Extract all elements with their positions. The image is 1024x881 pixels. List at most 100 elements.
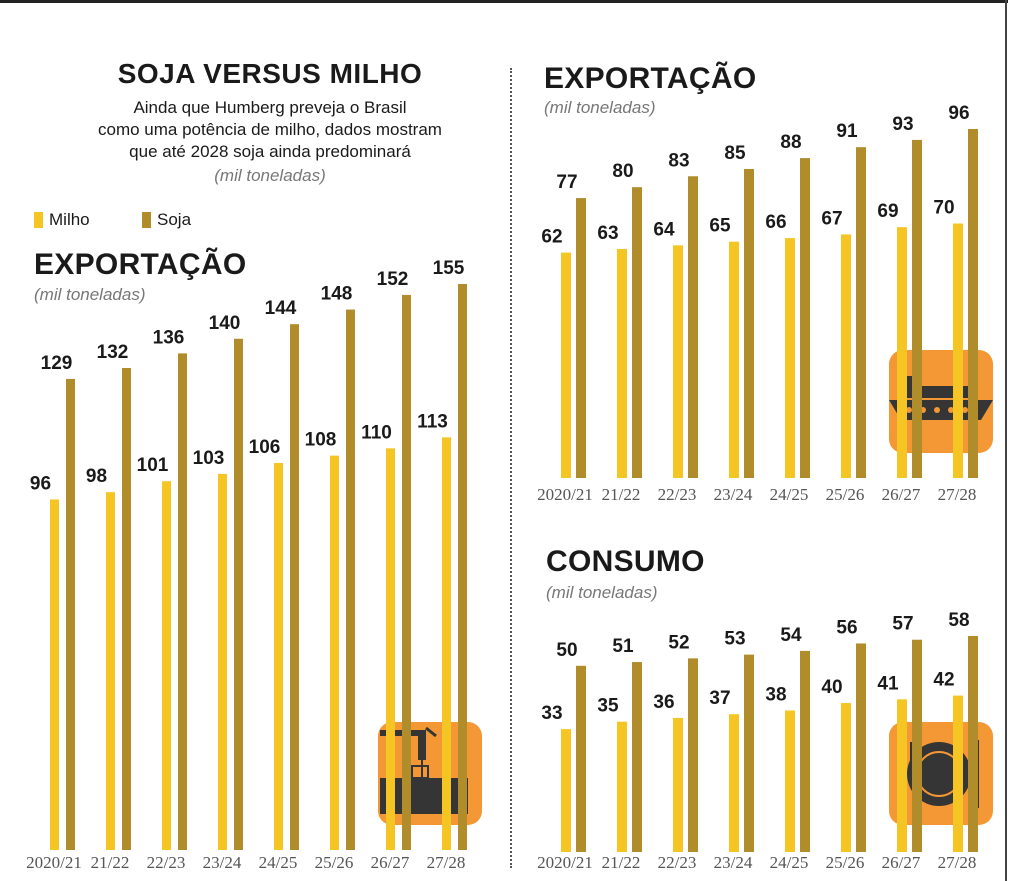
- left-label-soja-2: 136: [153, 327, 185, 348]
- rb-label-milho-5: 40: [821, 677, 842, 698]
- legend-soja: Soja: [142, 210, 191, 230]
- rt-bar-soja-4: [800, 158, 810, 479]
- rb-bar-milho-5: [841, 703, 851, 852]
- left-label-soja-4: 144: [265, 298, 297, 319]
- rb-bar-soja-0: [576, 665, 586, 852]
- left-label-milho-4: 106: [249, 437, 281, 458]
- left-chart-title: EXPORTAÇÃO: [34, 248, 247, 281]
- left-label-milho-1: 98: [86, 466, 107, 487]
- rt-tick-5: 25/26: [826, 485, 865, 504]
- rt-label-soja-4: 88: [780, 132, 801, 153]
- legend-milho: Milho: [34, 210, 90, 230]
- rt-bar-soja-3: [744, 168, 754, 479]
- rt-bar-soja-6: [912, 139, 922, 478]
- subtitle-line-3: que até 2028 soja ainda predominará: [129, 142, 411, 161]
- rb-bar-soja-7: [968, 636, 978, 852]
- rt-bar-milho-7: [953, 223, 963, 478]
- rt-bar-soja-2: [688, 176, 698, 478]
- left-tick-4: 24/25: [259, 853, 298, 872]
- rb-label-soja-5: 56: [836, 617, 857, 638]
- rb-bar-soja-3: [744, 654, 754, 852]
- subtitle-line-1: Ainda que Humberg preveja o Brasil: [133, 98, 407, 117]
- left-bar-milho-0: [50, 499, 59, 850]
- left-bar-soja-0: [66, 378, 75, 850]
- left-label-soja-0: 129: [41, 353, 73, 374]
- left-label-soja-6: 152: [377, 269, 409, 290]
- left-label-soja-3: 140: [209, 313, 241, 334]
- rb-label-milho-2: 36: [653, 692, 674, 713]
- rb-label-milho-6: 41: [877, 673, 899, 694]
- rb-bar-soja-1: [632, 662, 642, 852]
- rt-tick-3: 23/24: [714, 485, 753, 504]
- rt-label-milho-5: 67: [821, 208, 842, 229]
- rb-label-soja-0: 50: [556, 640, 577, 661]
- left-bar-milho-5: [330, 455, 339, 850]
- rt-bar-soja-7: [968, 129, 978, 478]
- left-bar-milho-1: [106, 492, 115, 850]
- right-bottom-chart-title: CONSUMO: [546, 545, 705, 578]
- rb-label-milho-0: 33: [541, 703, 562, 724]
- rb-bar-milho-4: [785, 710, 795, 852]
- left-tick-3: 23/24: [203, 853, 242, 872]
- left-label-milho-7: 113: [417, 411, 448, 432]
- left-bar-milho-6: [386, 448, 395, 850]
- rt-label-milho-2: 64: [653, 219, 675, 240]
- left-tick-2: 22/23: [147, 853, 186, 872]
- rb-bar-milho-1: [617, 721, 627, 852]
- rb-label-soja-4: 54: [780, 625, 802, 646]
- rb-bar-soja-6: [912, 639, 922, 852]
- rt-tick-2: 22/23: [658, 485, 697, 504]
- right-bottom-chart-unit: (mil toneladas): [546, 583, 658, 602]
- rb-bar-soja-4: [800, 650, 810, 852]
- rt-label-milho-7: 70: [933, 198, 954, 219]
- rt-label-soja-1: 80: [612, 161, 633, 182]
- top-border: [0, 0, 1008, 3]
- page-title: SOJA VERSUS MILHO: [117, 58, 423, 89]
- rb-label-soja-2: 52: [668, 632, 689, 653]
- rb-bar-milho-6: [897, 699, 907, 852]
- left-label-milho-6: 110: [361, 422, 392, 443]
- rb-tick-4: 24/25: [770, 853, 809, 872]
- right-border: [1005, 0, 1007, 881]
- rb-tick-5: 25/26: [826, 853, 865, 872]
- rt-label-soja-0: 77: [556, 172, 577, 193]
- left-label-milho-5: 108: [305, 430, 337, 451]
- rt-bar-soja-5: [856, 147, 866, 479]
- rt-tick-6: 26/27: [882, 485, 921, 504]
- rt-bar-soja-0: [576, 198, 586, 478]
- left-chart-unit: (mil toneladas): [34, 285, 146, 304]
- rb-label-milho-3: 37: [709, 688, 730, 709]
- rb-label-soja-7: 58: [948, 610, 969, 631]
- left-bar-milho-7: [442, 437, 451, 850]
- rb-label-soja-3: 53: [724, 629, 745, 650]
- left-bar-milho-2: [162, 481, 171, 850]
- legend-milho-label: Milho: [49, 210, 90, 229]
- rb-tick-0: 2020/21: [537, 853, 593, 872]
- rb-label-soja-1: 51: [612, 636, 634, 657]
- left-tick-6: 26/27: [371, 853, 410, 872]
- left-bar-soja-5: [346, 309, 355, 850]
- subtitle-unit: (mil toneladas): [214, 166, 326, 185]
- rt-bar-milho-6: [897, 227, 907, 478]
- left-bar-soja-3: [234, 338, 243, 850]
- rt-bar-soja-1: [632, 187, 642, 478]
- rt-bar-milho-2: [673, 245, 683, 478]
- rt-label-soja-3: 85: [724, 143, 746, 164]
- legend-soja-swatch: [142, 212, 151, 228]
- rt-bar-milho-5: [841, 234, 851, 478]
- left-label-milho-3: 103: [193, 448, 225, 469]
- left-label-soja-7: 155: [433, 258, 465, 279]
- rb-label-milho-4: 38: [765, 684, 786, 705]
- rt-label-milho-3: 65: [709, 216, 731, 237]
- left-tick-7: 27/28: [427, 853, 466, 872]
- left-bar-soja-6: [402, 294, 411, 850]
- rt-label-milho-0: 62: [541, 227, 562, 248]
- rt-label-soja-6: 93: [892, 114, 913, 135]
- rb-tick-2: 22/23: [658, 853, 697, 872]
- rt-label-milho-4: 66: [765, 212, 786, 233]
- rb-bar-milho-2: [673, 717, 683, 852]
- left-bar-soja-4: [290, 324, 299, 851]
- rb-label-milho-7: 42: [933, 670, 954, 691]
